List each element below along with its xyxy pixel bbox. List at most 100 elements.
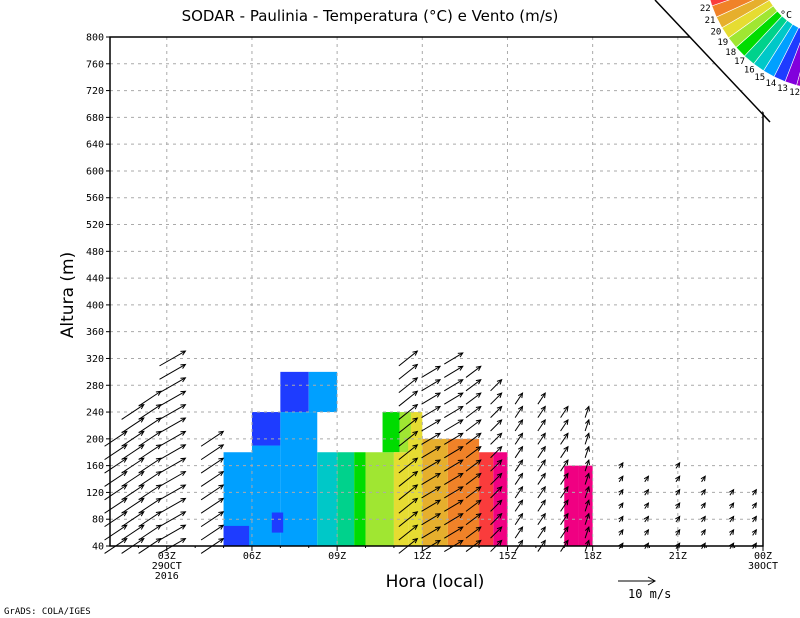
wind-arrow-head [218, 524, 225, 530]
wind-arrow-head [435, 392, 442, 398]
colorbar-segment [709, 0, 730, 7]
wind-arrow-shaft [104, 497, 128, 514]
wind-arrow-shaft [514, 419, 523, 432]
wind-arrow-head [729, 528, 735, 535]
wind-arrow-shaft [159, 350, 186, 367]
wind-arrow [514, 459, 524, 472]
wind-arrow [159, 484, 187, 501]
wind-arrow [138, 484, 162, 501]
wind-arrow-head [435, 405, 442, 411]
wind-arrow-head [457, 405, 464, 411]
wind-arrow [751, 488, 757, 496]
colorbar-label: 18 [725, 48, 736, 58]
wind-arrow-head [643, 475, 650, 482]
temperature-cell [223, 525, 250, 546]
wind-arrow-head [618, 475, 624, 482]
wind-arrow [729, 528, 735, 536]
wind-arrow-shaft [398, 511, 418, 528]
wind-arrow-head [180, 363, 187, 369]
wind-arrow [514, 432, 524, 445]
wind-arrow [138, 430, 162, 447]
y-tick-label: 400 [86, 300, 104, 311]
wind-arrow-shaft [398, 524, 418, 541]
wind-arrow-shaft [121, 444, 145, 461]
wind-arrow-shaft [200, 444, 224, 461]
wind-arrow-shaft [514, 499, 523, 512]
wind-arrow-shaft [465, 486, 482, 499]
wind-arrow-shaft [159, 444, 186, 461]
wind-arrow-shaft [514, 392, 523, 405]
wind-arrow-head [675, 502, 681, 509]
wind-arrow-shaft [584, 433, 590, 445]
wind-arrow-head [496, 499, 503, 506]
wind-arrow [490, 512, 503, 526]
wind-arrow-head [517, 539, 524, 546]
colorbar-unit: °C [780, 10, 792, 21]
wind-arrow-head [729, 502, 735, 509]
wind-arrow-shaft [138, 524, 162, 541]
wind-arrow-shaft [465, 446, 482, 459]
y-tick-label: 40 [92, 542, 104, 553]
wind-arrow-head [751, 528, 757, 535]
wind-arrow [398, 350, 419, 367]
wind-arrow-head [218, 511, 225, 517]
wind-arrow-head [412, 537, 419, 544]
wind-arrow [700, 515, 706, 523]
wind-arrow-shaft [121, 404, 145, 420]
wind-arrow-shaft [398, 377, 418, 394]
wind-arrow-head [496, 512, 503, 519]
wind-arrow [465, 472, 482, 485]
wind-arrow-shaft [104, 484, 128, 501]
wind-arrow-head [517, 445, 524, 452]
wind-arrow-shaft [560, 526, 569, 539]
reference-arrow-head [647, 576, 657, 586]
wind-arrow-head [729, 515, 735, 522]
wind-arrow [398, 417, 419, 434]
wind-arrow-head [155, 390, 162, 396]
wind-arrow [159, 350, 187, 367]
wind-arrow-shaft [537, 513, 546, 526]
wind-arrow-head [584, 539, 590, 546]
wind-arrow-shaft [159, 524, 186, 541]
wind-arrow-shaft [398, 364, 418, 380]
wind-arrow-head [584, 432, 590, 439]
colorbar-label: 23 [696, 0, 707, 2]
colorbar-label: 20 [710, 27, 721, 37]
wind-arrow-shaft [421, 432, 441, 445]
wind-arrow-shaft [398, 484, 418, 501]
wind-arrow-head [155, 524, 162, 530]
temperature-cell [365, 452, 394, 546]
wind-arrow [490, 378, 503, 392]
y-tick-label: 440 [86, 274, 104, 285]
temperature-cell [251, 412, 281, 446]
wind-arrow [584, 445, 590, 458]
wind-arrow [465, 392, 482, 405]
y-tick-label: 160 [86, 461, 104, 472]
y-tick-label: 360 [86, 327, 104, 338]
wind-arrow-shaft [444, 446, 464, 459]
wind-arrow [537, 405, 546, 418]
wind-arrow-head [475, 392, 482, 398]
wind-arrow-shaft [138, 390, 162, 407]
wind-arrow-head [155, 430, 162, 437]
wind-arrow-shaft [465, 513, 482, 526]
wind-arrow-shaft [421, 473, 441, 486]
wind-arrow [675, 515, 681, 523]
wind-arrow-head [457, 365, 464, 371]
wind-arrow-shaft [560, 473, 569, 485]
wind-arrow-head [412, 403, 419, 410]
wind-arrow-head [643, 528, 650, 535]
temperature-cell [399, 412, 411, 453]
wind-arrow-head [457, 513, 464, 519]
wind-arrow-head [496, 526, 503, 532]
wind-arrow-shaft [584, 406, 590, 418]
wind-arrow-head [540, 432, 546, 439]
wind-arrow-head [218, 497, 225, 503]
wind-arrow-shaft [514, 446, 523, 459]
wind-arrow-head [618, 528, 624, 535]
wind-arrow-head [155, 457, 162, 463]
plot-frame [109, 36, 764, 547]
wind-arrow [398, 390, 419, 407]
x-tick-label: 06Z [243, 551, 261, 562]
wind-arrow [138, 417, 162, 434]
